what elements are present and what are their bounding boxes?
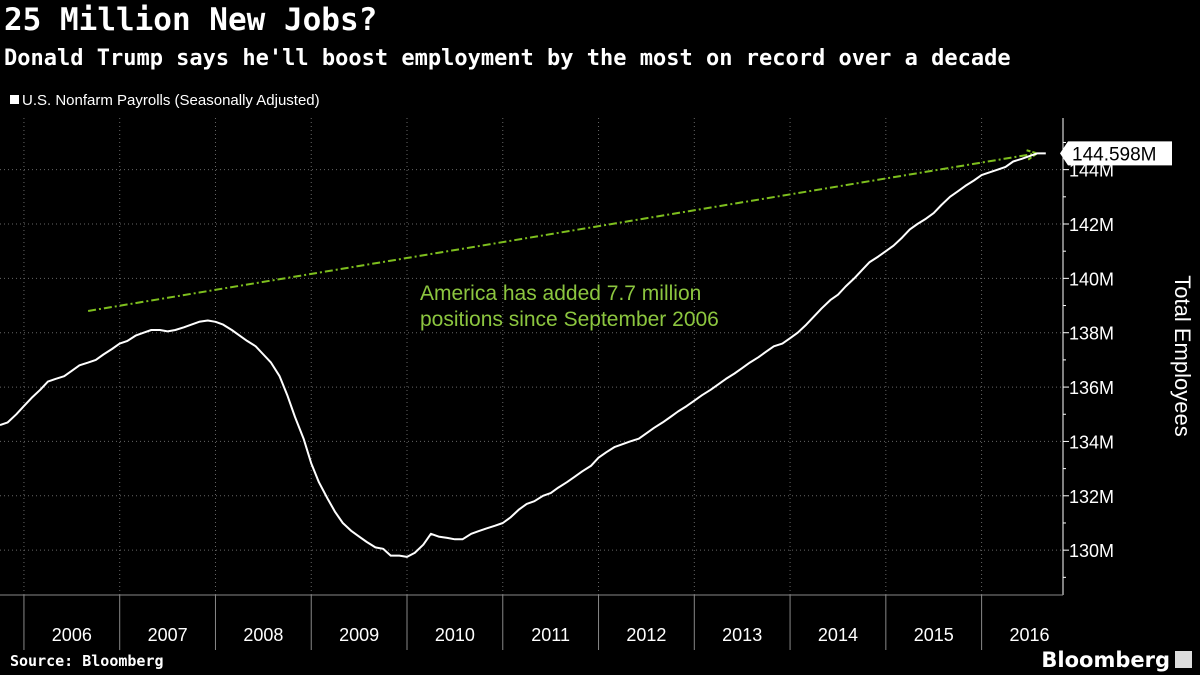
x-tick-label: 2014 <box>818 625 858 645</box>
x-tick-label: 2007 <box>148 625 188 645</box>
y-axis-title: Total Employees <box>1170 275 1195 436</box>
legend-swatch <box>10 95 19 104</box>
brand-label: Bloomberg <box>1041 648 1170 672</box>
bloomberg-logo: Bloomberg <box>1041 648 1192 672</box>
payrolls-line <box>0 152 1046 558</box>
y-tick-label: 144M <box>1069 161 1114 181</box>
x-tick-label: 2010 <box>435 625 475 645</box>
y-tick-label: 130M <box>1069 541 1114 561</box>
trend-arrow-head <box>1026 149 1040 161</box>
y-tick-label: 140M <box>1069 269 1114 289</box>
legend: U.S. Nonfarm Payrolls (Seasonally Adjust… <box>10 92 320 109</box>
x-tick-label: 2008 <box>243 625 283 645</box>
x-tick-label: 2006 <box>52 625 92 645</box>
annotation-text: positions since September 2006 <box>420 308 719 331</box>
y-tick-label: 132M <box>1069 487 1114 507</box>
x-tick-label: 2009 <box>339 625 379 645</box>
x-tick-label: 2011 <box>531 625 570 645</box>
trend-arrow-line <box>87 152 1038 312</box>
last-value-callout <box>1060 141 1172 166</box>
source-label: Source: Bloomberg <box>10 652 164 670</box>
last-value-label: 144.598M <box>1072 144 1157 165</box>
x-tick-label: 2013 <box>722 625 762 645</box>
y-tick-label: 134M <box>1069 432 1114 452</box>
x-tick-label: 2012 <box>626 625 666 645</box>
legend-label: U.S. Nonfarm Payrolls (Seasonally Adjust… <box>22 92 320 109</box>
annotation-text: America has added 7.7 million <box>420 282 701 305</box>
y-tick-label: 136M <box>1069 378 1114 398</box>
y-tick-label: 138M <box>1069 324 1114 344</box>
terminal-icon <box>1175 651 1192 668</box>
x-tick-label: 2016 <box>1009 625 1049 645</box>
x-tick-label: 2015 <box>914 625 954 645</box>
chart-subtitle: Donald Trump says he'll boost employment… <box>4 46 1011 71</box>
chart-title: 25 Million New Jobs? <box>4 2 378 38</box>
y-tick-label: 142M <box>1069 215 1114 235</box>
